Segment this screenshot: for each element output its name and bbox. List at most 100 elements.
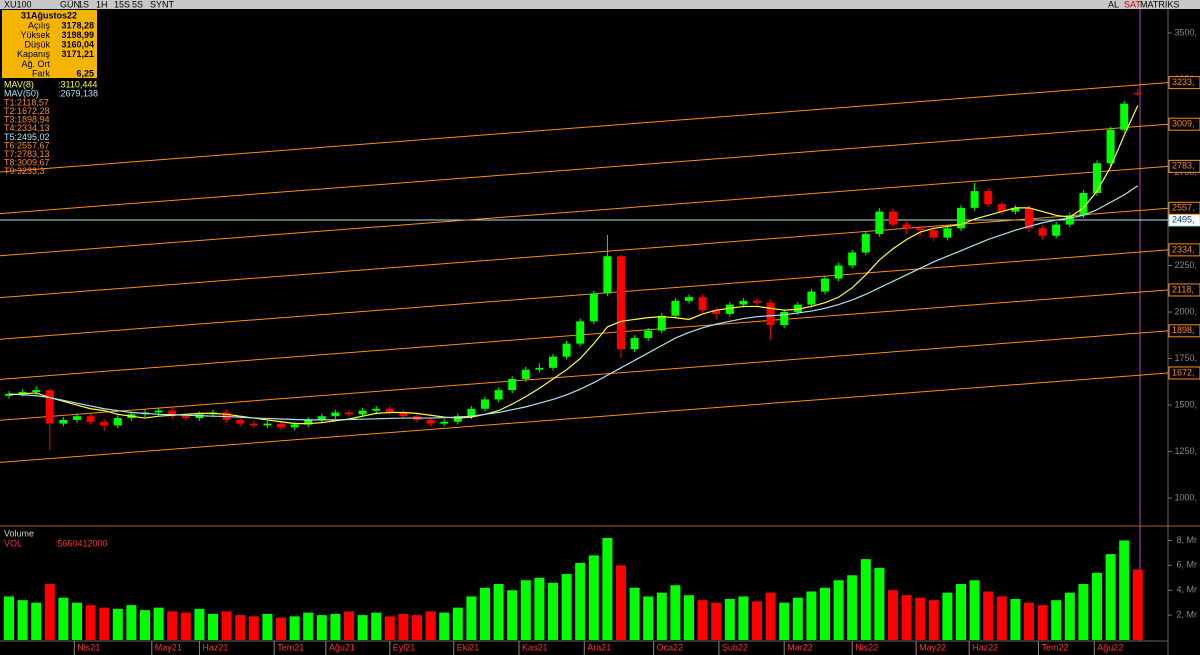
info-value: 6,25 [76, 68, 94, 78]
level-axis-label: 1898, [1172, 325, 1195, 335]
volume-bar [425, 611, 436, 640]
volume-bar [874, 567, 885, 640]
info-label: Açılış [28, 20, 51, 30]
volume-bar [616, 565, 626, 640]
candle-body [18, 392, 27, 394]
volume-bar [398, 613, 409, 640]
y-tick-label: 1000, [1174, 492, 1197, 502]
toolbar-right: MATRİKS [1140, 0, 1179, 9]
candle-body [671, 300, 680, 316]
candle-body [603, 256, 612, 294]
volume-bar [99, 607, 110, 640]
volume-bar [561, 574, 572, 640]
candle-body [345, 412, 353, 415]
candle-body [834, 265, 843, 279]
volume-bar [779, 602, 790, 640]
info-box [2, 10, 97, 78]
candle-body [943, 228, 952, 238]
level-line [0, 372, 1169, 463]
volume-bar [670, 585, 681, 640]
volume-bar [1051, 600, 1062, 640]
y-tick-label: 1750, [1174, 353, 1197, 363]
candle-body [168, 410, 177, 417]
volume-bar [602, 537, 613, 640]
level-box [1168, 117, 1200, 131]
candle-body [1133, 92, 1142, 95]
candle-body [100, 421, 109, 426]
volume-bar [384, 616, 395, 640]
candle-body [821, 278, 829, 292]
level-legend: T3:1898,94 [4, 115, 50, 125]
candle-body [86, 416, 95, 422]
volume-bar [466, 596, 477, 640]
candle-body [236, 419, 245, 424]
candle-body [290, 424, 299, 428]
info-value: 3171,21 [61, 49, 94, 59]
level-axis-label: 2334, [1172, 244, 1195, 254]
toolbar-button: 1S [78, 0, 89, 9]
candle-body [698, 297, 707, 311]
level-legend: T1:2118,57 [4, 97, 49, 107]
candle-body [957, 207, 965, 229]
volume-bar [493, 584, 504, 640]
candle-body [970, 191, 979, 208]
volume-bar [752, 601, 762, 640]
candle-body [861, 233, 870, 253]
volume-bar [956, 584, 966, 640]
level-line [0, 82, 1169, 173]
volume-bar [1024, 602, 1034, 640]
volume-bar [276, 617, 286, 640]
volume-bar [140, 610, 150, 640]
candle-body [1093, 163, 1101, 193]
volume-bar [711, 602, 722, 640]
candle-body [263, 423, 272, 426]
candle-body [304, 419, 313, 425]
volume-bar [1078, 584, 1089, 640]
level-axis-label: 3009, [1172, 119, 1195, 129]
volume-bar [656, 592, 667, 640]
candle-body [997, 204, 1006, 212]
info-label: Fark [32, 68, 51, 78]
candle-body [399, 412, 408, 417]
candle-body [45, 390, 54, 424]
candle-body [753, 300, 761, 303]
candle-body [426, 419, 435, 424]
candle-body [113, 418, 122, 426]
volume-bar [1092, 572, 1102, 640]
candle-body [929, 230, 938, 238]
y-tick-label: 2250, [1174, 260, 1197, 270]
volume-bar [4, 596, 14, 640]
candle-body [59, 419, 68, 424]
volume-bar [262, 613, 273, 640]
x-tick-label: May21 [155, 642, 182, 652]
volume-name: VOL [4, 538, 22, 548]
level-axis-label: 2495, [1172, 214, 1195, 224]
info-label: Ağ. Ort [21, 59, 50, 69]
candle-body [1038, 228, 1047, 236]
candle-body [277, 423, 285, 428]
candle-body [875, 211, 884, 234]
volume-bar [235, 615, 246, 640]
info-value: 3160,04 [61, 40, 94, 50]
level-box [1168, 201, 1200, 215]
candle-body [685, 297, 693, 301]
indicator-line [8, 185, 1139, 421]
volume-bar [806, 591, 817, 640]
candle-body [1025, 207, 1033, 229]
volume-bar [629, 587, 640, 640]
x-tick-label: Şub22 [722, 642, 748, 652]
level-axis-label: 3233, [1172, 77, 1195, 87]
toolbar-button: 15S [114, 0, 130, 9]
volume-bar [316, 615, 327, 640]
candle-body [1079, 192, 1088, 216]
x-tick-label: Tem22 [1042, 642, 1069, 652]
volume-y-tick-label: 6, Mr [1176, 560, 1197, 570]
candle-body [317, 416, 326, 420]
x-tick-label: May22 [919, 642, 946, 652]
candle-body [73, 416, 81, 420]
volume-bar [724, 598, 735, 640]
candle-body [916, 228, 925, 231]
volume-bar [969, 580, 980, 640]
